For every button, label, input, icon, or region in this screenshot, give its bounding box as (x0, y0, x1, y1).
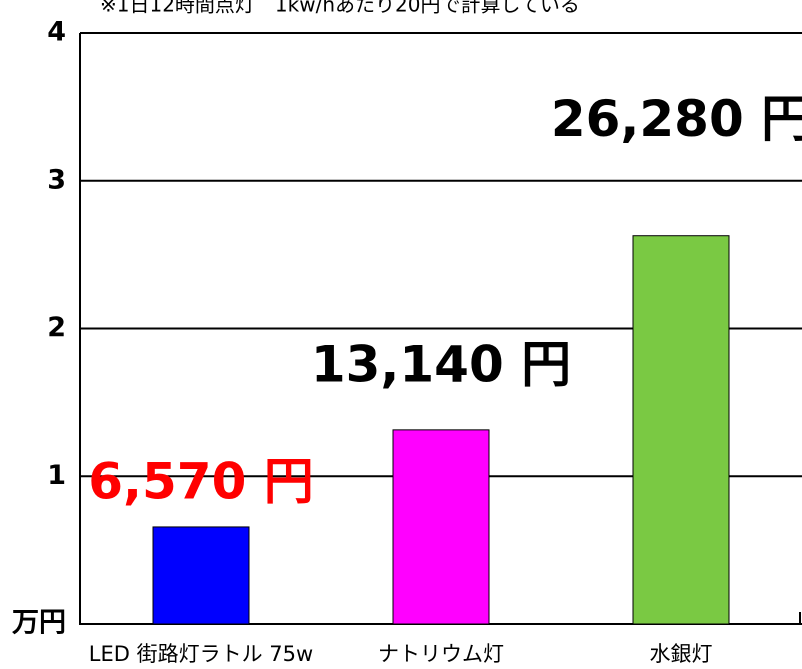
unit-label: 万円 (12, 608, 66, 639)
value-label: 6,570 円 (88, 452, 314, 510)
bar (632, 235, 730, 625)
value-label: 26,280 円 (551, 90, 802, 148)
y-tick-label: 1 (47, 460, 66, 491)
x-tick-label: ナトリウム灯 (378, 642, 504, 666)
y-tick-label: 4 (47, 17, 66, 48)
bar (392, 429, 490, 625)
y-tick-label: 2 (47, 312, 66, 343)
bar (152, 526, 250, 625)
value-label: 13,140 円 (311, 335, 571, 393)
y-tick-label: 3 (47, 164, 66, 195)
chart-note: ※1日12時間点灯 1kw/hあたり20円で計算している (100, 0, 580, 17)
x-tick-label: LED 街路灯ラトル 75w (89, 642, 313, 666)
x-tick-label: 水銀灯 (650, 642, 713, 666)
